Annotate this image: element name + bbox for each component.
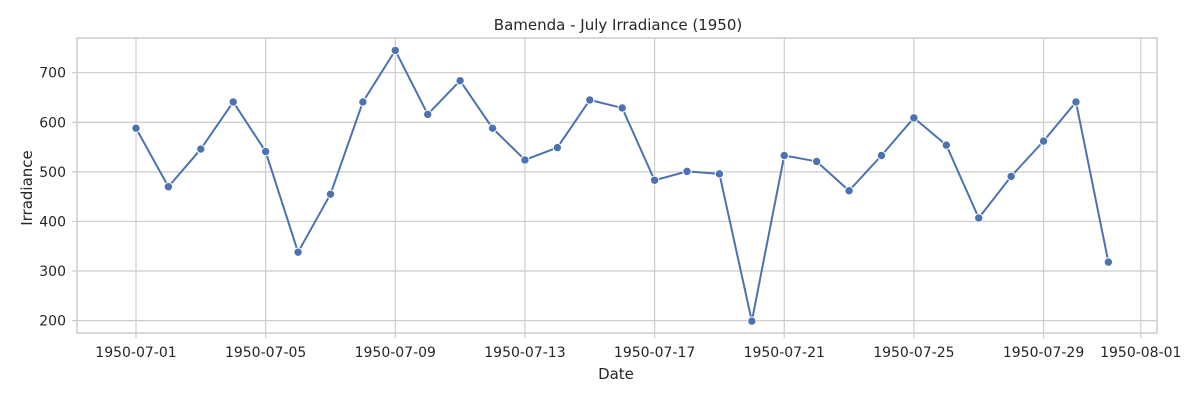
x-tick-label: 1950-07-29 — [1003, 345, 1084, 361]
data-point — [617, 103, 627, 113]
x-tick-label: 1950-07-13 — [484, 345, 565, 361]
data-point — [779, 150, 789, 161]
x-axis-label: Date — [598, 365, 634, 383]
data-point — [844, 186, 854, 196]
data-point — [649, 175, 660, 185]
data-point — [747, 316, 757, 326]
x-tick-label: 1950-08-01 — [1100, 345, 1181, 361]
data-point — [1006, 171, 1016, 182]
y-tick-label: 200 — [39, 314, 66, 330]
data-point — [682, 166, 692, 177]
y-tick-label: 400 — [39, 214, 66, 230]
y-tick-label: 600 — [39, 115, 66, 131]
chart-title: Bamenda - July Irradiance (1950) — [494, 16, 742, 34]
data-point — [260, 146, 271, 157]
y-tick-label: 500 — [39, 165, 66, 181]
x-tick-label: 1950-07-01 — [95, 345, 176, 361]
x-tick-label: 1950-07-05 — [225, 345, 306, 361]
x-tick-label: 1950-07-21 — [744, 345, 825, 361]
data-point — [487, 123, 498, 133]
data-point — [714, 169, 725, 179]
x-tick-label: 1950-07-17 — [614, 345, 695, 361]
plot-frame — [76, 37, 1158, 334]
data-point — [196, 144, 206, 154]
data-point — [1071, 97, 1081, 107]
data-point — [909, 113, 919, 123]
data-point — [390, 45, 400, 56]
data-point — [325, 189, 336, 199]
y-axis-ticks: 200 300 400 500 600 700 — [39, 66, 77, 330]
data-point — [876, 150, 887, 161]
data-point — [520, 155, 530, 165]
y-tick-label: 700 — [39, 66, 66, 82]
data-point — [131, 123, 141, 133]
data-point — [358, 97, 368, 107]
data-point — [1103, 257, 1114, 267]
x-tick-label: 1950-07-25 — [873, 345, 954, 361]
x-tick-label: 1950-07-09 — [355, 345, 436, 361]
grid — [77, 38, 1157, 333]
data-point — [974, 213, 984, 223]
data-point — [455, 75, 465, 86]
data-point — [585, 95, 595, 105]
data-point — [423, 109, 433, 120]
data-point — [228, 97, 238, 107]
y-tick-label: 300 — [39, 264, 66, 280]
data-point — [293, 247, 303, 257]
data-point — [1038, 136, 1049, 146]
data-point — [163, 182, 174, 192]
y-axis-label: Irradiance — [18, 150, 36, 226]
series-layer — [131, 45, 1114, 326]
data-point — [941, 140, 952, 150]
data-point — [552, 142, 563, 153]
x-axis-ticks: 1950-07-01 1950-07-05 1950-07-09 1950-07-13… — [95, 333, 1181, 361]
data-point — [811, 156, 822, 167]
